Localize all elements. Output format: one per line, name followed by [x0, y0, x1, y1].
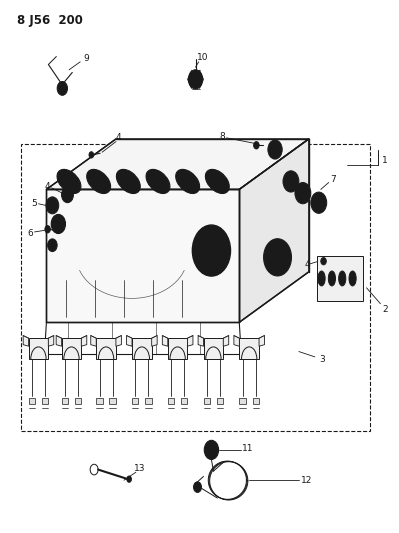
Bar — [168, 398, 174, 404]
Text: 4: 4 — [115, 133, 121, 142]
Circle shape — [219, 269, 222, 273]
Polygon shape — [152, 336, 157, 346]
Circle shape — [89, 152, 94, 158]
Polygon shape — [91, 336, 96, 346]
Bar — [75, 398, 81, 404]
Circle shape — [254, 142, 259, 149]
Polygon shape — [239, 139, 309, 322]
Polygon shape — [81, 336, 87, 346]
Text: 8: 8 — [220, 132, 225, 141]
Circle shape — [321, 257, 326, 265]
Text: 2: 2 — [382, 304, 388, 313]
Circle shape — [46, 197, 59, 214]
Ellipse shape — [57, 169, 81, 193]
Text: 4: 4 — [305, 261, 310, 269]
Ellipse shape — [87, 169, 111, 193]
Bar — [203, 398, 210, 404]
Polygon shape — [46, 189, 239, 322]
Ellipse shape — [89, 172, 108, 190]
Text: 9: 9 — [83, 54, 89, 62]
Ellipse shape — [176, 169, 200, 193]
Bar — [253, 398, 259, 404]
Bar — [29, 398, 35, 404]
Text: 13: 13 — [134, 464, 146, 473]
Bar — [239, 398, 246, 404]
Text: 3: 3 — [319, 355, 324, 364]
Polygon shape — [29, 338, 48, 359]
Circle shape — [283, 171, 299, 192]
Polygon shape — [46, 139, 309, 189]
Polygon shape — [116, 336, 121, 346]
Circle shape — [295, 182, 311, 204]
Bar — [109, 398, 116, 404]
Bar — [62, 398, 68, 404]
Ellipse shape — [349, 271, 356, 286]
Circle shape — [59, 84, 65, 93]
Polygon shape — [234, 336, 239, 346]
Circle shape — [198, 232, 225, 269]
Ellipse shape — [208, 172, 227, 190]
Bar — [42, 398, 48, 404]
Text: 5: 5 — [32, 199, 38, 208]
Text: 6: 6 — [28, 229, 34, 238]
Polygon shape — [239, 338, 259, 359]
Ellipse shape — [205, 169, 229, 193]
Ellipse shape — [119, 172, 138, 190]
Bar — [21, 144, 371, 431]
Text: 11: 11 — [243, 444, 254, 453]
Text: 7: 7 — [330, 175, 336, 184]
Bar — [317, 256, 363, 301]
Polygon shape — [223, 336, 229, 346]
Ellipse shape — [146, 169, 170, 193]
Circle shape — [51, 214, 65, 233]
Circle shape — [227, 248, 231, 253]
Polygon shape — [61, 338, 81, 359]
Ellipse shape — [328, 271, 336, 286]
Text: 4: 4 — [45, 182, 50, 191]
Bar — [217, 398, 223, 404]
Circle shape — [61, 187, 73, 203]
Polygon shape — [56, 336, 61, 346]
Polygon shape — [203, 338, 223, 359]
Polygon shape — [162, 336, 168, 346]
Polygon shape — [96, 338, 116, 359]
Circle shape — [204, 440, 219, 459]
Circle shape — [57, 82, 67, 95]
Polygon shape — [126, 336, 132, 346]
Polygon shape — [188, 336, 193, 346]
Bar — [132, 398, 138, 404]
Circle shape — [268, 140, 282, 159]
Polygon shape — [48, 336, 54, 346]
Circle shape — [264, 239, 291, 276]
Bar — [145, 398, 152, 404]
Polygon shape — [132, 338, 152, 359]
Ellipse shape — [149, 172, 167, 190]
Ellipse shape — [117, 169, 140, 193]
Circle shape — [127, 476, 132, 482]
Ellipse shape — [60, 172, 78, 190]
Text: 8 J56  200: 8 J56 200 — [17, 14, 83, 27]
Text: 12: 12 — [301, 476, 312, 484]
Bar — [96, 398, 103, 404]
Text: 10: 10 — [197, 53, 208, 62]
Ellipse shape — [178, 172, 197, 190]
Circle shape — [192, 248, 196, 253]
Polygon shape — [23, 336, 29, 346]
Circle shape — [192, 225, 231, 276]
Polygon shape — [168, 338, 188, 359]
Polygon shape — [259, 336, 265, 346]
Ellipse shape — [339, 271, 346, 286]
Circle shape — [201, 269, 204, 273]
Circle shape — [47, 239, 57, 252]
Circle shape — [194, 482, 201, 492]
Circle shape — [311, 192, 327, 213]
Circle shape — [45, 225, 50, 233]
Circle shape — [201, 228, 204, 232]
Polygon shape — [198, 336, 203, 346]
Circle shape — [188, 70, 203, 89]
Text: 1: 1 — [382, 156, 388, 165]
Ellipse shape — [318, 271, 325, 286]
Bar — [181, 398, 188, 404]
Circle shape — [219, 228, 222, 232]
